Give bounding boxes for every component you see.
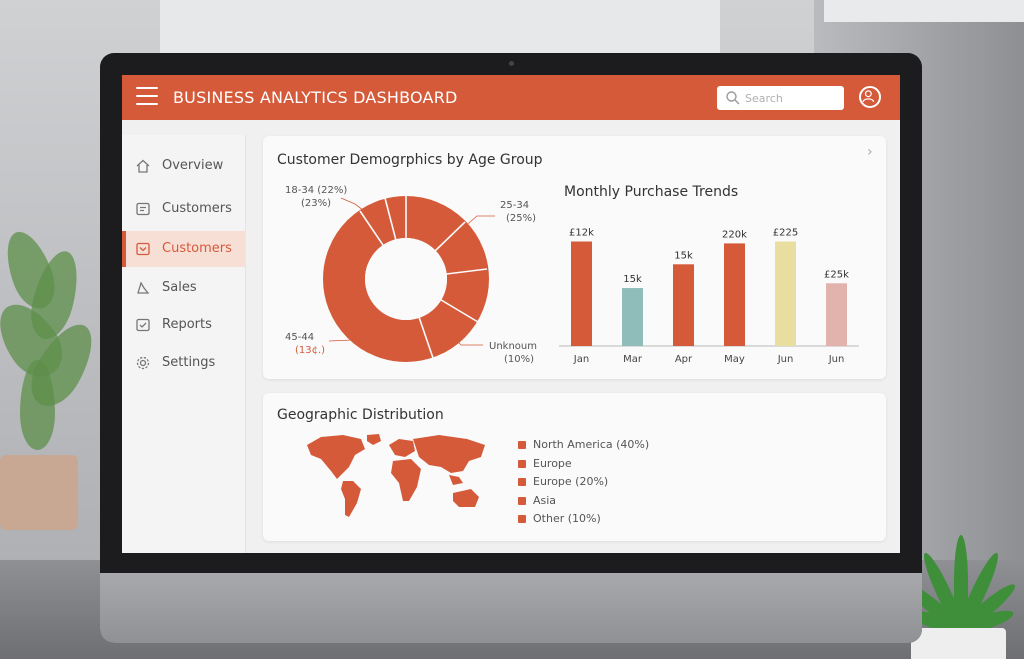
x-tick-label: Jun [828, 354, 845, 365]
sidebar-item-label: Sales [162, 280, 197, 295]
gear-icon [136, 356, 150, 370]
monitor: BUSINESS ANALYTICS DASHBOARD Overview [100, 53, 922, 643]
customers-icon [136, 242, 150, 256]
sidebar-item-label: Customers [162, 241, 232, 256]
bar-mar[interactable] [622, 288, 643, 346]
map-asia [413, 435, 485, 473]
legend-swatch [518, 478, 526, 486]
x-tick-label: May [724, 354, 745, 365]
x-tick-label: Apr [675, 354, 693, 365]
bar-value-label: 220k [722, 229, 747, 240]
bar-value-label: 15k [623, 274, 642, 285]
geographic-title: Geographic Distribution [277, 407, 444, 423]
plant-right [902, 530, 1020, 637]
donut-label-25-34-sub: (25%) [506, 213, 537, 224]
donut-label-unknown: Unknoum [489, 341, 537, 352]
sidebar-item-sales[interactable]: Sales [122, 270, 246, 306]
customers-icon [136, 202, 150, 216]
x-tick-label: Mar [623, 354, 643, 365]
donut-label-45-44: 45-44 [285, 332, 315, 343]
demographics-title: Customer Demogrphics by Age Group [277, 152, 543, 168]
donut-label-45-44-sub: (13¢.) [295, 345, 326, 356]
sidebar-item-label: Overview [162, 158, 224, 173]
sidebar: Overview Customers Customers [122, 135, 246, 553]
leader-lines [328, 197, 495, 346]
bar-jun[interactable] [775, 241, 796, 347]
home-icon [136, 159, 150, 173]
legend-swatch [518, 497, 526, 505]
dashboard-screen: BUSINESS ANALYTICS DASHBOARD Overview [122, 75, 900, 553]
monthly-chart-title: Monthly Purchase Trends [564, 184, 739, 200]
legend-label: North America (40%) [533, 438, 650, 451]
donut-label-18-34-sub: (23%) [301, 198, 332, 209]
legend-swatch [518, 460, 526, 468]
sidebar-item-label: Reports [162, 317, 212, 332]
plant-pot-left [0, 455, 78, 530]
sidebar-item-customers[interactable]: Customers [122, 191, 246, 227]
plant-left [0, 220, 105, 460]
webcam [509, 61, 514, 66]
legend-label: Europe [533, 457, 572, 470]
app-title: BUSINESS ANALYTICS DASHBOARD [173, 88, 458, 107]
donut-label-unknown-sub: (10%) [504, 354, 535, 365]
search-input[interactable] [745, 89, 839, 107]
legend-swatch [518, 515, 526, 523]
donut-hole [365, 238, 447, 320]
bar-value-label: £12k [569, 228, 594, 239]
menu-icon[interactable] [136, 87, 158, 107]
map-north-america [307, 435, 365, 479]
world-map [307, 434, 485, 517]
map-greenland [367, 434, 381, 445]
bar-jan[interactable] [571, 241, 592, 347]
background-shelf [824, 0, 1024, 22]
map-australia [453, 489, 479, 507]
chevron-right-icon[interactable]: › [867, 144, 873, 160]
sidebar-item-customers-active[interactable]: Customers [122, 231, 246, 267]
demographics-panel: Customer Demogrphics by Age Group › [263, 136, 886, 379]
sidebar-item-overview[interactable]: Overview [122, 148, 246, 184]
bar-value-label: 15k [674, 250, 693, 261]
legend-label: Asia [533, 494, 557, 507]
bar-value-label: £225 [773, 228, 798, 239]
sidebar-item-reports[interactable]: Reports [122, 307, 246, 343]
plant-pot-right [911, 628, 1006, 659]
legend-swatch [518, 441, 526, 449]
x-tick-label: Jan [573, 354, 589, 365]
map-africa [391, 459, 421, 501]
donut-chart [323, 196, 495, 362]
sales-icon [137, 281, 150, 294]
map-south-america [341, 481, 361, 517]
top-bar: BUSINESS ANALYTICS DASHBOARD [122, 75, 900, 120]
donut-label-18-34: 18-34 (22%) [285, 185, 348, 196]
user-avatar-icon[interactable] [859, 86, 881, 108]
geographic-panel: Geographic Distribution North America (4… [263, 393, 886, 541]
search-icon [726, 91, 740, 105]
map-southeast-asia [449, 475, 463, 485]
bar-jun[interactable] [826, 283, 847, 346]
x-tick-label: Jun [777, 354, 794, 365]
legend-label: Other (10%) [533, 512, 601, 525]
legend-label: Europe (20%) [533, 475, 609, 488]
background-window [160, 0, 720, 60]
monitor-chin [100, 573, 922, 643]
donut-label-25-34: 25-34 [500, 200, 530, 211]
sidebar-item-label: Settings [162, 355, 216, 370]
bar-apr[interactable] [673, 264, 694, 346]
search-box[interactable] [717, 86, 844, 110]
sidebar-item-label: Customers [162, 201, 232, 216]
map-europe [389, 439, 415, 457]
monthly-bar-chart: £12k Jan 15k Mar 15k Apr 220k May £225 Jun £25k Jun [559, 228, 859, 365]
bar-value-label: £25k [824, 269, 849, 280]
reports-icon [136, 318, 150, 332]
sidebar-item-settings[interactable]: Settings [122, 345, 246, 381]
bar-may[interactable] [724, 243, 745, 346]
